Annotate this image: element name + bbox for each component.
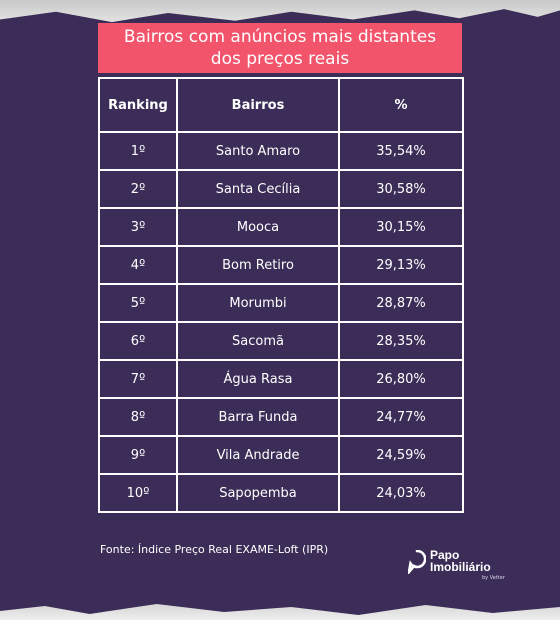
bairro-cell: Morumbi — [176, 283, 340, 323]
brand-name: Papo Imobiliário — [430, 548, 491, 574]
rank-cell: 4º — [98, 245, 178, 285]
ranking-table: Ranking Bairros % 1º Santo Amaro 35,54% … — [98, 77, 464, 513]
source-note: Fonte: Índice Preço Real EXAME-Loft (IPR… — [100, 543, 329, 556]
papo-logo-icon — [408, 550, 426, 574]
rank-cell: 10º — [98, 473, 178, 513]
header-percent: % — [338, 77, 464, 133]
percent-cell: 30,15% — [338, 207, 464, 247]
percent-cell: 35,54% — [338, 131, 464, 171]
rank-cell: 8º — [98, 397, 178, 437]
bairro-cell: Bom Retiro — [176, 245, 340, 285]
table-row: 4º Bom Retiro 29,13% — [98, 245, 464, 285]
rank-cell: 6º — [98, 321, 178, 361]
table-row: 7º Água Rasa 26,80% — [98, 359, 464, 399]
brand-sub: by Vetter — [482, 575, 505, 581]
rank-cell: 9º — [98, 435, 178, 475]
bairro-cell: Barra Funda — [176, 397, 340, 437]
title-text: Bairros com anúncios mais distantes dos … — [123, 27, 437, 69]
percent-cell: 29,13% — [338, 245, 464, 285]
header-bairros: Bairros — [176, 77, 340, 133]
table-row: 1º Santo Amaro 35,54% — [98, 131, 464, 171]
bairro-cell: Sacomã — [176, 321, 340, 361]
percent-cell: 26,80% — [338, 359, 464, 399]
percent-cell: 24,59% — [338, 435, 464, 475]
rank-cell: 5º — [98, 283, 178, 323]
table-row: 5º Morumbi 28,87% — [98, 283, 464, 323]
header-ranking: Ranking — [98, 77, 178, 133]
page-title: Bairros com anúncios mais distantes dos … — [98, 23, 462, 73]
rank-cell: 3º — [98, 207, 178, 247]
torn-paper-bottom — [0, 604, 560, 620]
bairro-cell: Mooca — [176, 207, 340, 247]
percent-cell: 30,58% — [338, 169, 464, 209]
rank-cell: 7º — [98, 359, 178, 399]
percent-cell: 24,03% — [338, 473, 464, 513]
table-row: 8º Barra Funda 24,77% — [98, 397, 464, 437]
table-row: 3º Mooca 30,15% — [98, 207, 464, 247]
percent-cell: 24,77% — [338, 397, 464, 437]
table-row: 10º Sapopemba 24,03% — [98, 473, 464, 513]
bairro-cell: Santa Cecília — [176, 169, 340, 209]
header-row: Ranking Bairros % — [98, 77, 464, 133]
bairro-cell: Sapopemba — [176, 473, 340, 513]
table-row: 6º Sacomã 28,35% — [98, 321, 464, 361]
percent-cell: 28,87% — [338, 283, 464, 323]
brand-logo: Papo Imobiliário by Vetter — [408, 548, 508, 588]
table-row: 9º Vila Andrade 24,59% — [98, 435, 464, 475]
rank-cell: 2º — [98, 169, 178, 209]
table-row: 2º Santa Cecília 30,58% — [98, 169, 464, 209]
bairro-cell: Santo Amaro — [176, 131, 340, 171]
percent-cell: 28,35% — [338, 321, 464, 361]
bairro-cell: Vila Andrade — [176, 435, 340, 475]
bairro-cell: Água Rasa — [176, 359, 340, 399]
rank-cell: 1º — [98, 131, 178, 171]
